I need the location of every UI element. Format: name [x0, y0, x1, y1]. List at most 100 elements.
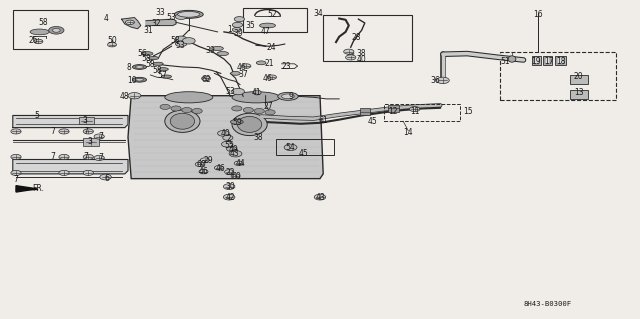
- Text: 5: 5: [34, 111, 39, 120]
- Ellipse shape: [232, 113, 268, 136]
- Circle shape: [11, 129, 21, 134]
- Text: 7: 7: [83, 152, 88, 161]
- Ellipse shape: [178, 11, 200, 17]
- Text: 43: 43: [229, 149, 239, 158]
- Text: 1: 1: [227, 25, 232, 34]
- Circle shape: [202, 76, 211, 81]
- Circle shape: [232, 27, 241, 32]
- Bar: [13, 10, 88, 49]
- Bar: [557, 57, 564, 64]
- Text: 52: 52: [268, 10, 278, 19]
- Text: 58: 58: [170, 36, 180, 45]
- Text: 39: 39: [205, 46, 215, 55]
- Text: 8H43-B0300F: 8H43-B0300F: [524, 301, 572, 307]
- Ellipse shape: [217, 51, 228, 56]
- Text: 45: 45: [298, 149, 308, 158]
- Text: 32: 32: [151, 19, 161, 28]
- Ellipse shape: [153, 62, 163, 65]
- Circle shape: [11, 170, 21, 175]
- Text: 59: 59: [232, 118, 242, 127]
- Ellipse shape: [132, 77, 147, 82]
- Ellipse shape: [165, 92, 212, 103]
- Text: 31: 31: [143, 26, 154, 35]
- Circle shape: [254, 108, 264, 114]
- Text: 7: 7: [98, 153, 103, 162]
- Ellipse shape: [256, 61, 266, 65]
- Bar: [543, 56, 552, 65]
- Text: 29: 29: [204, 156, 214, 165]
- Ellipse shape: [230, 71, 241, 75]
- Text: 46: 46: [237, 63, 247, 72]
- Text: 2: 2: [227, 134, 232, 143]
- Bar: [570, 90, 588, 99]
- Text: 60: 60: [196, 160, 206, 169]
- Circle shape: [182, 108, 192, 113]
- Ellipse shape: [170, 113, 195, 129]
- Circle shape: [94, 155, 104, 160]
- Circle shape: [83, 154, 93, 160]
- Bar: [570, 75, 588, 84]
- Circle shape: [125, 20, 134, 25]
- Ellipse shape: [230, 119, 243, 124]
- Bar: [276, 139, 334, 155]
- Ellipse shape: [212, 46, 223, 51]
- Text: 57: 57: [157, 71, 167, 80]
- Text: 11: 11: [410, 107, 419, 116]
- Text: FR.: FR.: [33, 184, 44, 193]
- Ellipse shape: [158, 68, 168, 71]
- Ellipse shape: [348, 52, 354, 55]
- Text: 45: 45: [367, 117, 378, 126]
- Bar: [555, 56, 566, 65]
- Text: 40: 40: [220, 129, 230, 138]
- Text: 7: 7: [50, 152, 55, 161]
- Ellipse shape: [136, 78, 143, 81]
- Circle shape: [175, 14, 187, 19]
- Text: 44: 44: [235, 159, 245, 168]
- Text: 62: 62: [201, 75, 211, 84]
- Circle shape: [284, 144, 297, 151]
- Circle shape: [410, 107, 420, 112]
- Ellipse shape: [253, 90, 261, 95]
- Circle shape: [49, 26, 64, 34]
- Circle shape: [223, 184, 235, 189]
- Text: 34: 34: [314, 9, 324, 18]
- Ellipse shape: [237, 116, 262, 132]
- Text: 42: 42: [225, 193, 236, 202]
- Ellipse shape: [132, 64, 147, 70]
- Text: 41: 41: [251, 88, 261, 97]
- Circle shape: [221, 141, 233, 147]
- Bar: [388, 105, 399, 112]
- Circle shape: [192, 108, 202, 114]
- Bar: [500, 52, 616, 100]
- Bar: [79, 117, 94, 124]
- Text: 16: 16: [532, 10, 543, 19]
- Ellipse shape: [30, 29, 49, 35]
- Circle shape: [265, 110, 275, 115]
- Polygon shape: [128, 96, 323, 179]
- Text: 55: 55: [224, 141, 234, 150]
- Text: 53: 53: [225, 87, 236, 96]
- Circle shape: [59, 170, 69, 175]
- Circle shape: [108, 42, 116, 47]
- Text: 7: 7: [83, 127, 88, 136]
- Polygon shape: [13, 115, 128, 128]
- Text: 50: 50: [107, 36, 117, 45]
- Text: 22: 22: [226, 168, 235, 177]
- Circle shape: [223, 135, 233, 140]
- Circle shape: [200, 158, 209, 162]
- Circle shape: [175, 41, 187, 47]
- Circle shape: [229, 151, 242, 157]
- Text: 61: 61: [318, 116, 328, 125]
- Circle shape: [175, 36, 187, 42]
- Text: 58: 58: [141, 54, 151, 63]
- Bar: [243, 8, 307, 32]
- Circle shape: [160, 104, 170, 109]
- Ellipse shape: [148, 56, 159, 60]
- Text: 7: 7: [13, 175, 19, 184]
- Circle shape: [231, 174, 240, 178]
- Text: 13: 13: [573, 88, 584, 97]
- Polygon shape: [16, 186, 37, 192]
- Bar: [384, 104, 460, 121]
- Circle shape: [268, 75, 276, 79]
- Text: 10: 10: [127, 76, 138, 85]
